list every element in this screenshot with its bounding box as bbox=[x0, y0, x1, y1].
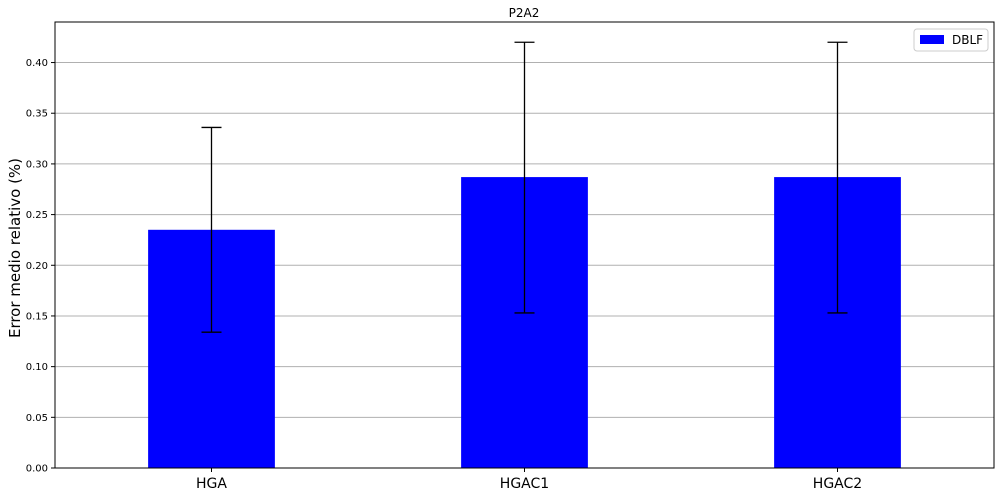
y-tick-label: 0.30 bbox=[26, 159, 48, 170]
y-tick-label: 0.00 bbox=[26, 464, 48, 475]
y-tick-label: 0.35 bbox=[26, 109, 48, 120]
legend-swatch-dblf bbox=[920, 35, 944, 44]
x-tick-label: HGAC2 bbox=[813, 476, 862, 492]
y-tick-label: 0.15 bbox=[26, 311, 48, 322]
chart-title: P2A2 bbox=[509, 6, 540, 20]
y-tick-label: 0.20 bbox=[26, 261, 48, 272]
y-axis-label: Error medio relativo (%) bbox=[6, 158, 24, 338]
y-tick-label: 0.25 bbox=[26, 210, 48, 221]
error-bars bbox=[201, 41, 848, 333]
legend-box bbox=[913, 28, 989, 52]
y-tick-label: 0.40 bbox=[26, 58, 48, 69]
y-tick-label: 0.05 bbox=[26, 413, 48, 424]
y-tick-label: 0.10 bbox=[26, 362, 48, 373]
y-axis-ticks: 0.00 0.05 0.10 0.15 0.20 0.25 0.30 0.35 0.40 bbox=[26, 58, 55, 475]
x-tick-label: HGAC1 bbox=[500, 476, 549, 492]
legend: DBLF bbox=[913, 28, 989, 52]
legend-label-dblf: DBLF bbox=[952, 33, 983, 47]
x-tick-label: HGA bbox=[196, 476, 227, 492]
x-axis-ticks: HGA HGAC1 HGAC2 bbox=[196, 468, 862, 492]
